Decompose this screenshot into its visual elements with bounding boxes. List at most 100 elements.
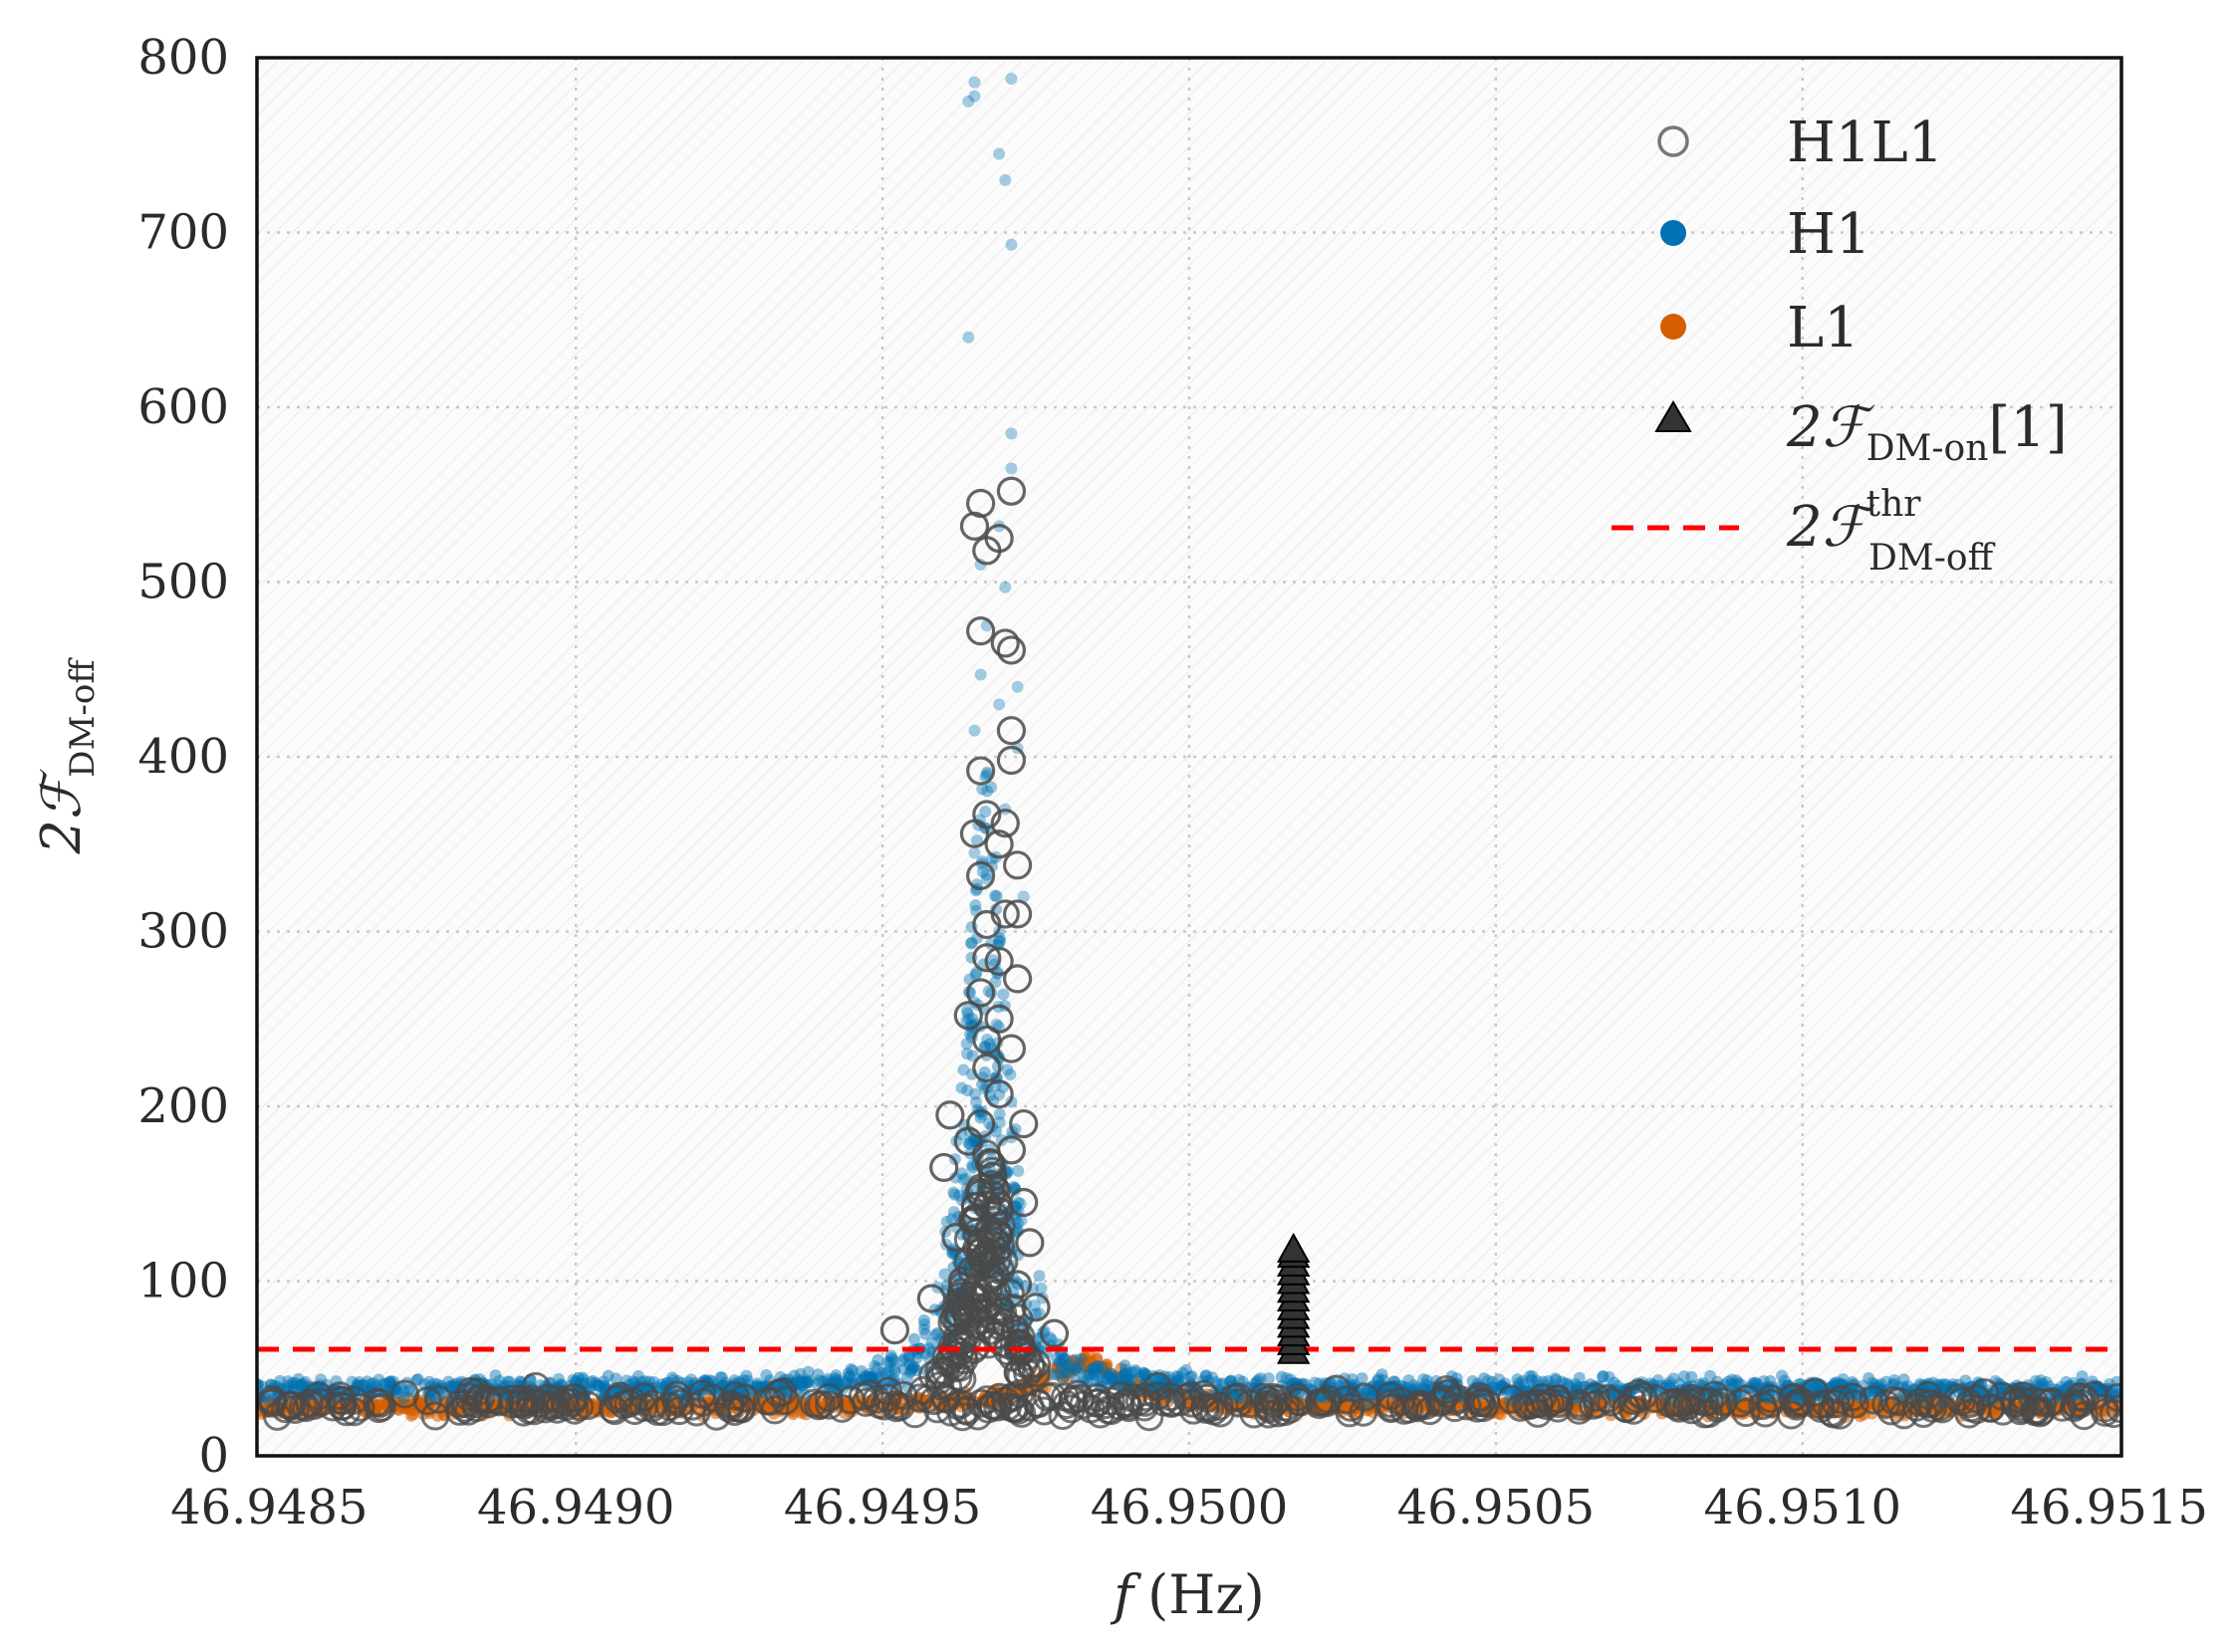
l1-point	[1063, 1361, 1076, 1374]
h1-point	[286, 1377, 299, 1390]
h1-point	[274, 1374, 287, 1387]
h1-peak-point	[989, 889, 1002, 902]
legend-h1l1-label: H1L1	[1787, 111, 1943, 175]
h1-point	[391, 1386, 404, 1399]
legend-h1-marker	[1660, 220, 1686, 246]
h1-point	[832, 1374, 845, 1387]
h1-point	[885, 1352, 898, 1365]
h1-point	[740, 1369, 753, 1382]
h1-point	[802, 1365, 815, 1378]
h1-outlier-point	[1005, 427, 1018, 440]
legend-dm-on-main: 2ℱ	[1786, 395, 1875, 460]
grid	[257, 58, 2121, 1456]
h1-point	[974, 1111, 987, 1124]
legend-threshold-main: 2ℱ	[1786, 495, 1875, 560]
h1-point	[1108, 1371, 1120, 1384]
h1-point	[1402, 1374, 1415, 1387]
h1-point	[1837, 1373, 1850, 1386]
h1-point	[845, 1362, 858, 1375]
h1-peak-point	[993, 1116, 1006, 1129]
h1-point	[1089, 1363, 1102, 1376]
h1-point	[1129, 1365, 1142, 1378]
h1-point	[751, 1377, 764, 1390]
h1-point	[402, 1383, 415, 1396]
h1-point	[1185, 1370, 1198, 1383]
h1-peak-point	[961, 1084, 974, 1097]
h1-outlier-point	[999, 173, 1012, 186]
h1-point	[1879, 1375, 1892, 1388]
y-tick-label: 600	[137, 379, 229, 435]
h1-point	[905, 1363, 918, 1376]
h1-point	[871, 1353, 884, 1366]
x-axis-label-unit: (Hz)	[1147, 1563, 1265, 1626]
x-tick-label: 46.9505	[1397, 1480, 1596, 1535]
h1-point	[592, 1379, 605, 1392]
h1-point	[1526, 1369, 1539, 1382]
h1-point	[1764, 1375, 1777, 1388]
h1-point	[1704, 1369, 1717, 1382]
h1-point	[1137, 1366, 1150, 1379]
y-axis-label-sub: DM-off	[63, 657, 103, 778]
x-tick-label: 46.9510	[1704, 1480, 1902, 1535]
h1-point	[843, 1370, 856, 1383]
x-tick-label: 46.9490	[477, 1480, 675, 1535]
h1-point	[1262, 1372, 1275, 1385]
h1-point	[1897, 1373, 1910, 1386]
h1-point	[567, 1373, 580, 1386]
h1-point	[1372, 1372, 1385, 1385]
h1-point	[585, 1376, 598, 1389]
h1-point	[1862, 1371, 1875, 1384]
h1-point	[797, 1376, 810, 1389]
h1-point	[1054, 1355, 1067, 1368]
h1-point	[1172, 1370, 1185, 1383]
h1-peak-point	[947, 1186, 960, 1199]
h1-point	[919, 1327, 932, 1340]
h1-point	[1088, 1368, 1101, 1381]
h1-point	[384, 1375, 397, 1388]
h1-point	[1118, 1368, 1130, 1381]
h1-point	[1135, 1370, 1148, 1383]
h1-point	[847, 1364, 860, 1377]
h1-point	[1407, 1378, 1420, 1391]
h1-point	[587, 1374, 600, 1387]
h1-point	[379, 1377, 392, 1390]
y-tick-label: 200	[137, 1078, 229, 1134]
h1-point	[1375, 1368, 1388, 1381]
h1-point	[626, 1375, 639, 1388]
legend-h1-label: H1	[1787, 202, 1870, 267]
h1-point	[572, 1371, 585, 1384]
h1-peak-point	[960, 1004, 973, 1017]
h1-point	[887, 1354, 900, 1367]
y-axis-label: 2ℱDM-off	[30, 657, 103, 855]
h1-point	[1214, 1378, 1227, 1391]
h1-point	[1280, 1372, 1293, 1385]
h1-point	[2113, 1383, 2121, 1396]
h1-point	[1172, 1373, 1185, 1386]
h1-point	[1081, 1368, 1094, 1381]
legend-threshold-sub: DM-off	[1868, 538, 1996, 579]
x-axis-ticks: 46.9485 46.9490 46.9495 46.9500 46.9505 46.95…	[170, 1480, 2208, 1535]
h1-point	[1573, 1371, 1586, 1384]
h1-point	[929, 1328, 942, 1341]
h1-point	[1059, 1352, 1072, 1365]
h1-point	[1523, 1370, 1536, 1383]
h1-point	[1091, 1366, 1104, 1379]
h1-outlier-point	[1005, 238, 1018, 251]
h1-point	[1749, 1376, 1762, 1389]
h1-point	[883, 1355, 896, 1368]
h1-point	[863, 1367, 875, 1380]
h1-point	[1125, 1366, 1138, 1379]
h1-point	[1128, 1364, 1141, 1377]
h1-peak-point	[965, 936, 978, 949]
h1-point	[907, 1360, 920, 1373]
h1-outlier-point	[993, 147, 1006, 160]
h1-point	[666, 1371, 679, 1384]
x-tick-label: 46.9485	[170, 1480, 369, 1535]
h1-point	[1360, 1385, 1372, 1398]
h1-point	[610, 1372, 622, 1385]
h1-peak-point	[997, 988, 1010, 1001]
h1-point	[297, 1377, 310, 1390]
h1-peak-point	[1001, 1063, 1014, 1076]
h1-point	[1603, 1370, 1615, 1383]
h1-point	[1199, 1370, 1212, 1383]
